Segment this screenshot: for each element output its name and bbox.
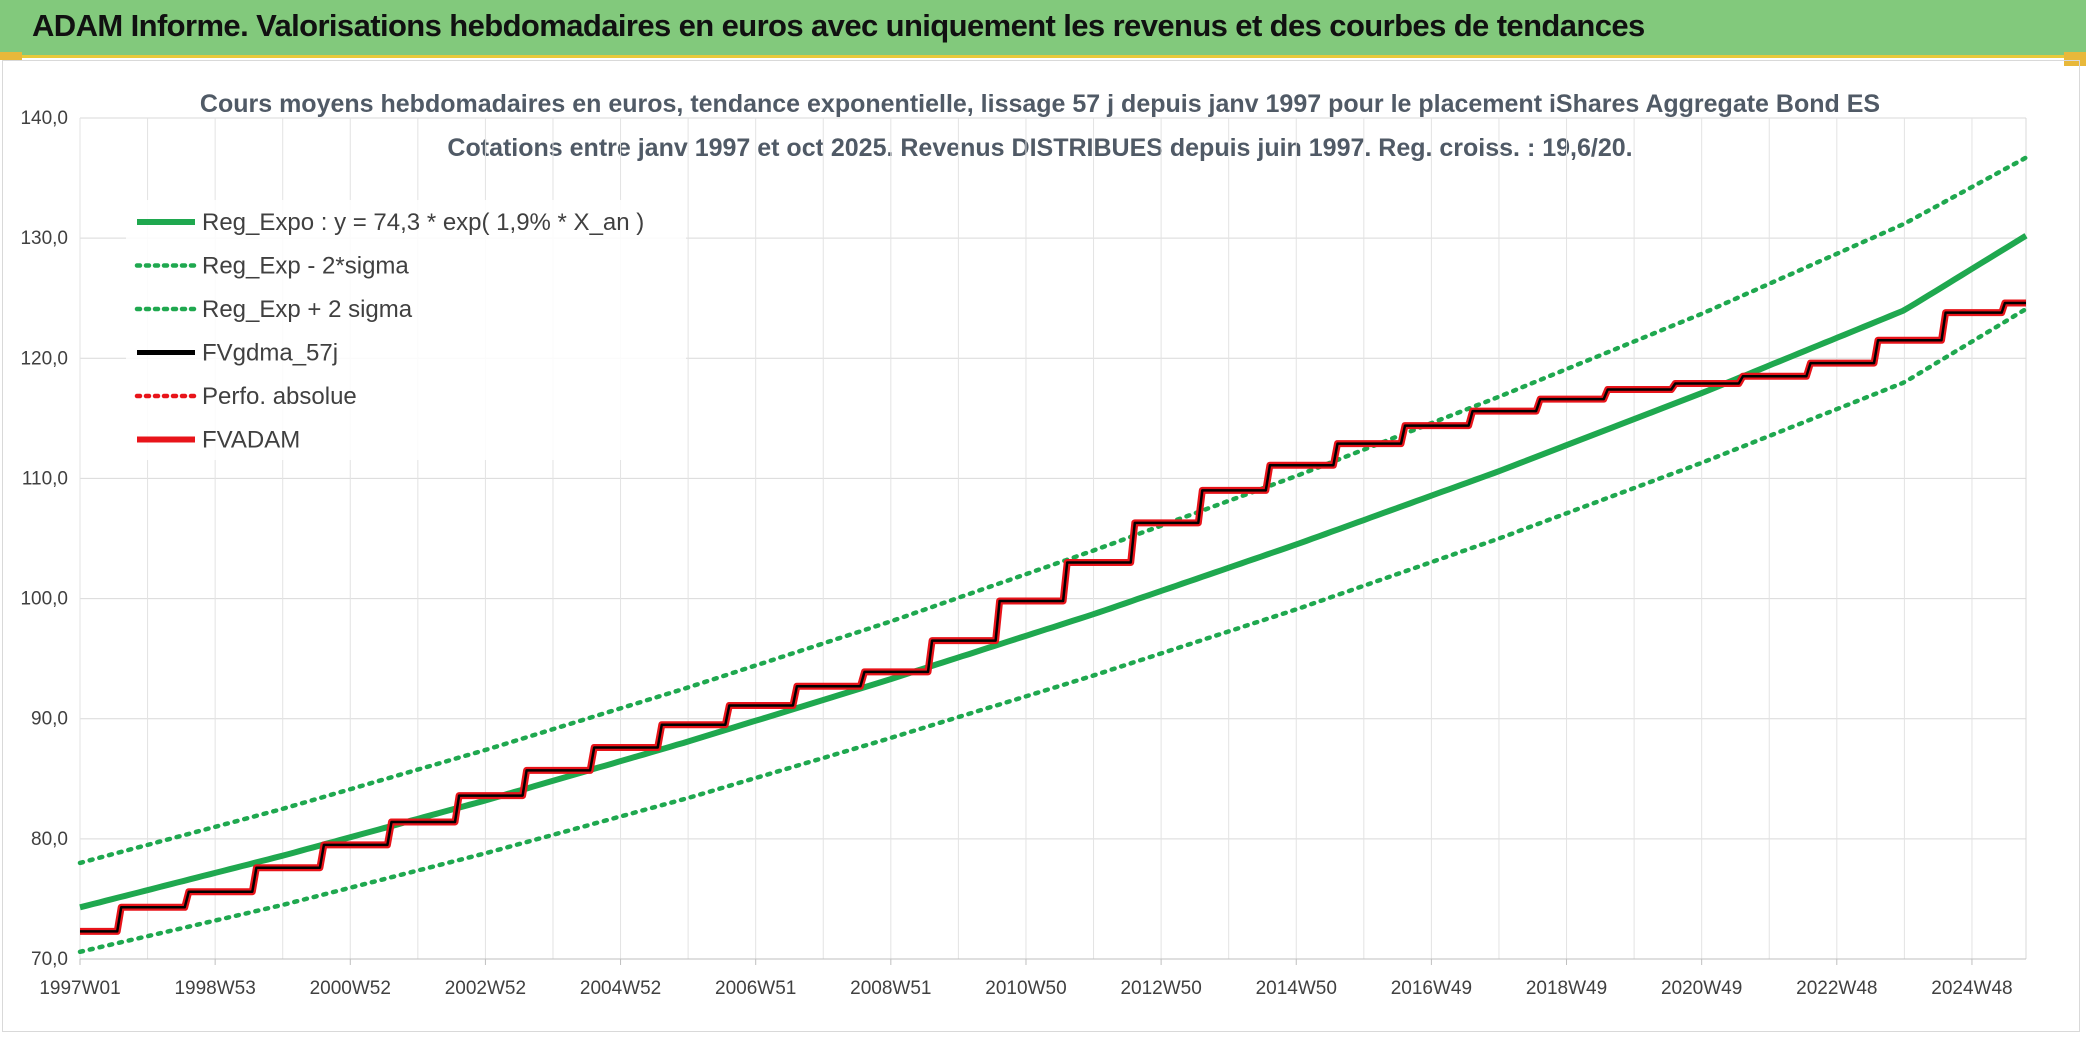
page-title: ADAM Informe. Valorisations hebdomadaire…	[32, 8, 1645, 43]
corner-accent-left	[0, 52, 22, 60]
legend-label-2: Reg_Exp + 2 sigma	[202, 296, 413, 323]
x-tick-label: 2014W50	[1256, 978, 1337, 999]
series-line-2	[77, 155, 2029, 866]
legend-label-5: FVADAM	[202, 427, 300, 454]
series-line-3	[79, 301, 2026, 933]
x-tick-label: 2000W52	[310, 978, 391, 999]
legend-label-3: FVgdma_57j	[202, 340, 338, 367]
y-tick-label: 70,0	[31, 949, 68, 970]
y-tick-label: 130,0	[20, 228, 68, 249]
x-tick-label: 2008W51	[850, 978, 931, 999]
x-tick-label: 2018W49	[1526, 978, 1607, 999]
y-tick-label: 110,0	[22, 468, 68, 489]
header-banner: ADAM Informe. Valorisations hebdomadaire…	[0, 0, 2086, 58]
series-line-1	[77, 306, 2029, 955]
legend-label-0: Reg_Expo : y = 74,3 * exp( 1,9% * X_an )	[202, 209, 644, 236]
y-tick-label: 120,0	[20, 348, 68, 369]
chart-frame	[2, 60, 2080, 1032]
x-tick-label: 2010W50	[985, 978, 1066, 999]
x-tick-label: 1997W01	[39, 978, 120, 999]
corner-accent-right	[2064, 52, 2086, 66]
legend-label-1: Reg_Exp - 2*sigma	[202, 253, 409, 280]
y-tick-label: 80,0	[31, 829, 68, 850]
x-tick-label: 2016W49	[1391, 978, 1472, 999]
x-tick-label: 2006W51	[715, 978, 796, 999]
legend: Reg_Expo : y = 74,3 * exp( 1,9% * X_an )…	[134, 209, 644, 454]
x-tick-label: 2012W50	[1120, 978, 1201, 999]
y-tick-label: 140,0	[20, 108, 68, 129]
chart-subtitle: Cotations entre janv 1997 et oct 2025. R…	[447, 134, 1632, 162]
x-tick-label: 2020W49	[1661, 978, 1742, 999]
series-layer	[77, 155, 2029, 955]
x-tick-label: 1998W53	[174, 978, 255, 999]
x-tick-label: 2024W48	[1931, 978, 2012, 999]
x-tick-label: 2022W48	[1796, 978, 1877, 999]
x-tick-label: 2002W52	[445, 978, 526, 999]
legend-label-4: Perfo. absolue	[202, 383, 357, 410]
y-tick-label: 90,0	[31, 709, 68, 730]
legend-background	[126, 200, 686, 460]
y-axis: 70,0 80,0 90,0 100,0 110,0 120,0 130,0 140,0	[20, 108, 68, 970]
chart-title: Cours moyens hebdomadaires en euros, ten…	[200, 90, 1880, 118]
x-tick-label: 2004W52	[580, 978, 661, 999]
x-axis: 1997W01 1998W53 2000W52 2002W52 2004W52 2006W…	[39, 958, 2026, 999]
y-tick-label: 100,0	[20, 589, 68, 610]
